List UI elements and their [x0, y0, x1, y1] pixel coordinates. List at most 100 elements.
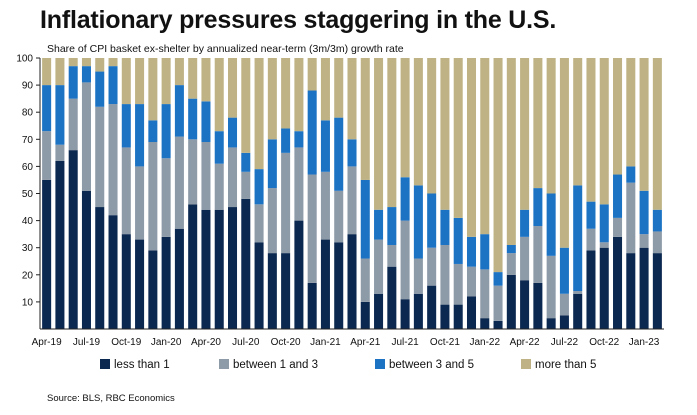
- bar-segment-more-than-5-19: [294, 58, 304, 132]
- bar-segment-less-than-1-8: [148, 250, 158, 329]
- bar-segment-between-1-and-3-12: [201, 142, 211, 210]
- x-tick-label: Apr-20: [191, 337, 221, 348]
- x-tick-label: Jul-20: [232, 337, 260, 348]
- bar-segment-between-1-and-3-33: [480, 269, 490, 319]
- y-tick-label: 80: [22, 108, 34, 119]
- bar-segment-between-3-and-5-33: [480, 234, 490, 270]
- bar-segment-between-3-and-5-23: [347, 139, 357, 167]
- bar-segment-less-than-1-6: [121, 234, 131, 329]
- x-tick-label: Oct-19: [111, 337, 141, 348]
- bar-segment-between-3-and-5-10: [174, 85, 184, 137]
- bar-segment-between-1-and-3-28: [413, 258, 423, 294]
- bar-segment-between-1-and-3-15: [241, 171, 251, 199]
- bar-segment-between-3-and-5-2: [68, 66, 78, 99]
- bar-segment-between-3-and-5-31: [453, 217, 463, 264]
- legend-label-less-than-1: less than 1: [114, 359, 170, 371]
- bar-segment-between-1-and-3-16: [254, 204, 264, 243]
- bar-segment-between-1-and-3-9: [161, 158, 171, 237]
- bar-segment-more-than-5-40: [573, 58, 583, 186]
- bar-segment-less-than-1-39: [559, 315, 569, 329]
- bar-segment-less-than-1-43: [613, 236, 623, 329]
- bar-segment-more-than-5-25: [374, 58, 384, 210]
- bar-segment-more-than-5-37: [533, 58, 543, 189]
- bar-segment-more-than-5-3: [81, 58, 91, 67]
- bar-segment-between-1-and-3-37: [533, 226, 543, 283]
- legend-swatch-less-than-1: [100, 359, 110, 369]
- bar-segment-less-than-1-38: [546, 318, 556, 329]
- bar-segment-between-1-and-3-14: [228, 147, 238, 208]
- bar-segment-between-3-and-5-22: [334, 117, 344, 191]
- bar-segment-between-1-and-3-11: [188, 139, 198, 205]
- bar-segment-less-than-1-37: [533, 282, 543, 329]
- bar-segment-more-than-5-12: [201, 58, 211, 102]
- x-tick-label: Jul-22: [551, 337, 579, 348]
- x-tick-label: Apr-19: [32, 337, 62, 348]
- bar-segment-between-3-and-5-37: [533, 188, 543, 227]
- bar-segment-less-than-1-45: [639, 247, 649, 329]
- bar-segment-between-3-and-5-1: [55, 85, 65, 145]
- bar-segment-between-3-and-5-27: [400, 177, 410, 221]
- y-tick-label: 30: [22, 243, 34, 254]
- bar-segment-between-1-and-3-36: [520, 236, 530, 281]
- bar-segment-between-3-and-5-28: [413, 185, 423, 259]
- bar-segment-between-3-and-5-6: [121, 104, 131, 148]
- bar-segment-between-3-and-5-12: [201, 101, 211, 143]
- bar-segment-between-3-and-5-35: [506, 244, 516, 254]
- bar-segment-between-3-and-5-44: [626, 166, 636, 183]
- chart-title: Inflationary pressures staggering in the…: [40, 6, 557, 34]
- legend-swatch-between-3-and-5: [375, 359, 385, 369]
- bar-segment-more-than-5-10: [174, 58, 184, 86]
- bar-segment-more-than-5-26: [387, 58, 397, 208]
- bar-segment-less-than-1-12: [201, 209, 211, 329]
- bar-segment-between-1-and-3-1: [55, 144, 65, 161]
- bar-segment-between-3-and-5-16: [254, 169, 264, 205]
- legend: less than 1 between 1 and 3 between 3 and …: [100, 359, 596, 371]
- bar-segment-less-than-1-4: [95, 207, 105, 329]
- bar-segment-between-3-and-5-24: [360, 179, 370, 259]
- y-tick-label: 40: [22, 216, 34, 227]
- bar-segment-between-1-and-3-32: [466, 266, 477, 297]
- bar-segment-less-than-1-19: [294, 220, 304, 329]
- bar-segment-between-1-and-3-40: [573, 291, 583, 294]
- bar-segment-less-than-1-32: [466, 296, 477, 329]
- bar-segment-more-than-5-29: [427, 58, 437, 194]
- bar-segment-between-3-and-5-25: [374, 209, 384, 240]
- bar-segment-more-than-5-44: [626, 58, 636, 167]
- bar-segment-between-1-and-3-43: [613, 217, 623, 237]
- bar-segment-more-than-5-28: [413, 58, 423, 186]
- bar-segment-less-than-1-9: [161, 236, 171, 329]
- bar-segment-between-1-and-3-39: [559, 293, 569, 316]
- bar-segment-between-3-and-5-40: [573, 185, 583, 292]
- bar-segment-more-than-5-2: [68, 58, 78, 67]
- bar-segment-between-3-and-5-11: [188, 98, 198, 140]
- x-tick-label: Oct-21: [430, 337, 460, 348]
- bar-segment-between-1-and-3-27: [400, 220, 410, 300]
- bar-segment-less-than-1-14: [228, 207, 238, 329]
- bar-segment-less-than-1-1: [55, 160, 65, 329]
- legend-label-between-3-and-5: between 3 and 5: [389, 359, 474, 371]
- bar-segment-less-than-1-44: [626, 253, 636, 329]
- bar-segment-between-1-and-3-0: [42, 131, 52, 180]
- bar-segment-less-than-1-7: [135, 239, 145, 329]
- bar-segment-more-than-5-18: [281, 58, 291, 129]
- y-tick-label: 100: [16, 54, 33, 65]
- bar-segment-more-than-5-20: [307, 58, 317, 91]
- x-axis: Apr-19 Jul-19 Oct-19 Jan-20 Apr-20 Jul-20 Oct-…: [32, 328, 664, 348]
- bar-segment-less-than-1-46: [652, 253, 662, 329]
- bar-segment-more-than-5-23: [347, 58, 357, 140]
- bar-segment-more-than-5-46: [652, 58, 662, 210]
- x-tick-label: Jul-19: [73, 337, 101, 348]
- y-tick-label: 70: [22, 135, 34, 146]
- bar-segment-less-than-1-30: [440, 304, 450, 329]
- bar-segment-more-than-5-4: [95, 58, 105, 72]
- bar-segment-less-than-1-31: [453, 304, 463, 329]
- bar-segment-between-3-and-5-21: [320, 120, 330, 172]
- bar-segment-more-than-5-8: [148, 58, 158, 121]
- bar-segment-less-than-1-40: [573, 293, 583, 329]
- bar-segment-more-than-5-45: [639, 58, 649, 191]
- bar-segment-less-than-1-25: [374, 293, 384, 329]
- bar-segment-more-than-5-7: [135, 58, 145, 105]
- bar-segment-more-than-5-21: [320, 58, 330, 121]
- bar-segment-less-than-1-21: [320, 239, 330, 329]
- bar-segment-between-3-and-5-0: [42, 85, 52, 132]
